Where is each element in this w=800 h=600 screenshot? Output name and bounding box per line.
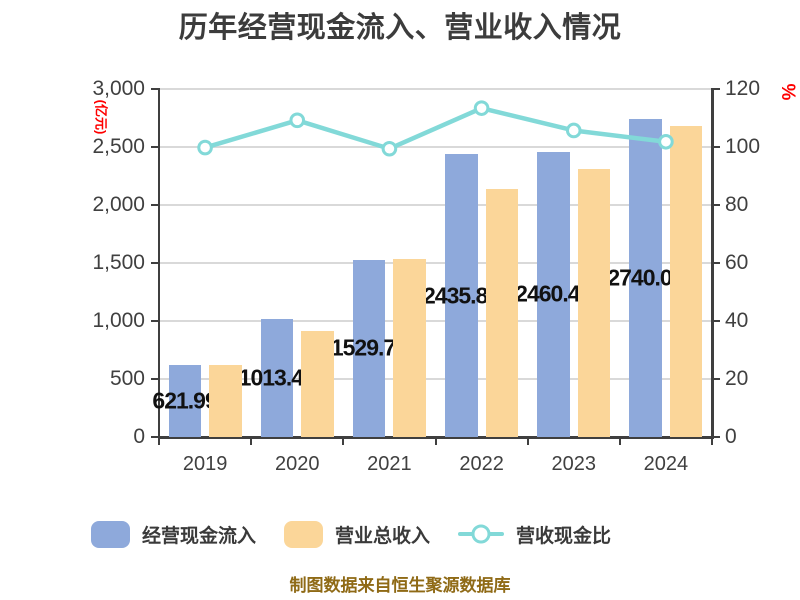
left-axis-tick-label: 0 <box>133 425 145 448</box>
bar-total-revenue-2024 <box>669 125 703 437</box>
x-axis-tick <box>342 437 345 445</box>
left-axis-tick <box>151 436 159 438</box>
x-axis-tick <box>526 437 529 445</box>
chart-title: 历年经营现金流入、营业收入情况 <box>178 12 622 44</box>
legend-item-total-revenue: 营业总收入 <box>283 520 430 548</box>
legend-label-ratio: 营收现金比 <box>516 525 612 547</box>
bar-operating-cash-inflow-2022 <box>445 154 478 437</box>
right-axis-tick <box>712 262 720 264</box>
left-axis-tick-label: 3,000 <box>92 77 145 100</box>
x-axis-label-2021: 2021 <box>367 453 412 475</box>
right-axis-tick <box>712 320 720 322</box>
right-axis-tick <box>712 436 720 438</box>
gridline <box>159 204 712 206</box>
x-axis-label-2024: 2024 <box>643 453 689 475</box>
gridline <box>159 88 712 90</box>
revenue-swatch-icon <box>283 520 323 548</box>
bar-operating-cash-inflow-2023 <box>537 151 570 437</box>
left-axis-tick <box>151 146 159 148</box>
bar-total-revenue-2019 <box>209 365 242 437</box>
legend-item-operating-cash-inflow: 经营现金流入 <box>90 520 256 548</box>
right-axis-tick-label: 20 <box>725 367 749 390</box>
left-axis-tick-label: 2,000 <box>92 193 145 216</box>
cash-inflow-swatch-icon <box>90 520 130 548</box>
right-axis-tick-label: 60 <box>725 251 749 274</box>
y-axis-right <box>711 88 714 438</box>
bar-value-label: 621.99 <box>152 387 217 414</box>
gridline <box>159 378 712 380</box>
legend-item-revenue-cash-ratio: 营收现金比 <box>458 521 611 548</box>
x-axis-label-2019: 2019 <box>182 453 228 475</box>
line-marker-2022 <box>473 100 490 116</box>
left-axis-tick <box>151 262 159 264</box>
line-marker-2023 <box>565 122 582 139</box>
right-axis-tick-label: 0 <box>725 425 737 448</box>
x-axis-tick <box>158 437 160 445</box>
bar-total-revenue-2022 <box>485 188 519 437</box>
right-axis-tick-label: 80 <box>725 193 749 216</box>
marker-dot-icon <box>471 524 491 544</box>
left-axis-tick-label: 1,000 <box>92 309 145 332</box>
bar-operating-cash-inflow-2019 <box>168 364 202 437</box>
bar-operating-cash-inflow-2021 <box>352 259 386 437</box>
right-axis-tick <box>712 378 720 380</box>
gridline <box>159 262 712 264</box>
x-axis-label-2020: 2020 <box>275 453 320 475</box>
left-axis-unit-label: (亿元) <box>93 99 109 135</box>
x-axis-tick <box>618 437 621 445</box>
left-axis-tick-label: 1,500 <box>92 251 145 274</box>
footer-note: 制图数据来自恒生聚源数据库 <box>289 576 511 595</box>
x-axis-label-2022: 2022 <box>459 453 504 475</box>
left-axis-tick <box>151 88 159 90</box>
left-axis-tick-label: 500 <box>109 367 145 390</box>
gridline <box>159 320 712 322</box>
left-axis-tick <box>151 378 159 380</box>
x-axis-label-2023: 2023 <box>551 453 597 475</box>
line-marker-2021 <box>381 140 398 157</box>
right-axis-tick-label: 40 <box>725 309 749 332</box>
line-marker-icon <box>458 524 504 544</box>
y-axis-left <box>157 88 160 438</box>
x-axis-tick <box>711 437 713 445</box>
right-axis-tick-label: 120 <box>725 77 761 100</box>
legend-label-cash-inflow: 经营现金流入 <box>141 525 256 547</box>
ratio-line <box>202 105 669 151</box>
right-axis-tick <box>712 88 720 90</box>
x-axis-tick <box>434 437 437 445</box>
left-axis-tick <box>151 320 159 322</box>
left-axis-tick <box>151 204 159 206</box>
bar-operating-cash-inflow-2024 <box>629 119 662 437</box>
bar-total-revenue-2023 <box>577 169 611 437</box>
left-axis-tick-label: 2,500 <box>92 135 145 158</box>
legend-label-revenue: 营业总收入 <box>334 525 430 547</box>
bar-total-revenue-2021 <box>393 258 426 437</box>
right-axis-tick <box>712 146 720 148</box>
line-marker-2020 <box>289 112 306 129</box>
right-axis-tick <box>712 204 720 206</box>
bar-operating-cash-inflow-2020 <box>260 319 294 437</box>
legend: 经营现金流入 营业总收入 营收现金比 <box>0 519 751 549</box>
x-axis-tick <box>250 437 253 445</box>
right-axis-tick-label: 100 <box>725 135 761 158</box>
bar-total-revenue-2020 <box>301 331 334 437</box>
